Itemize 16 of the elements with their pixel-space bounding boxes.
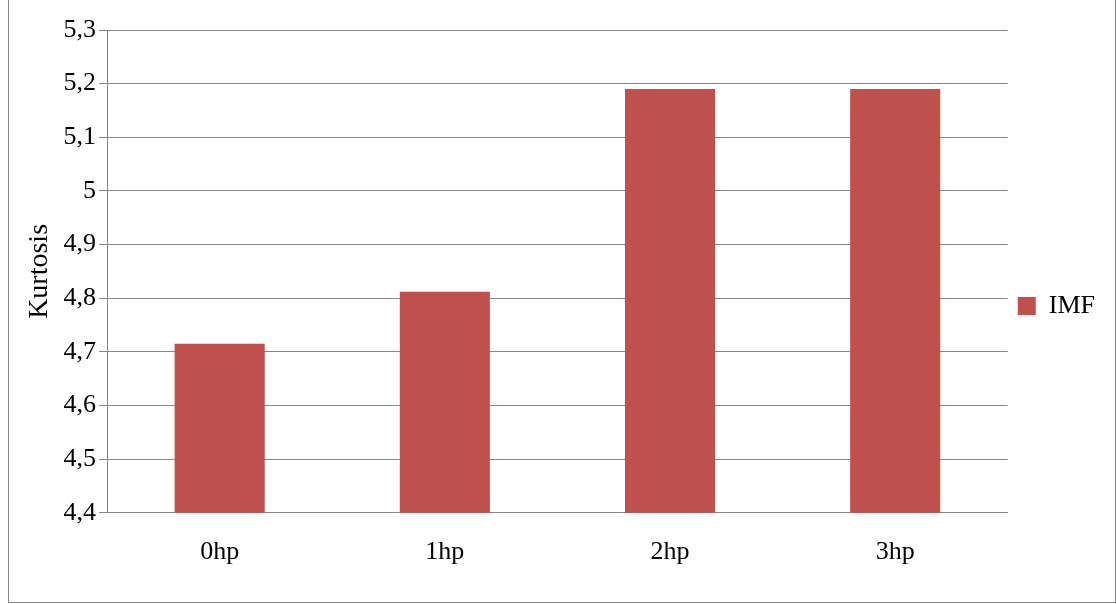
y-tick-label: 4,7: [63, 335, 97, 365]
y-tick-label: 4,8: [63, 282, 97, 312]
y-tick-label: 4,9: [63, 228, 97, 258]
y-tick-label: 5: [83, 174, 97, 204]
y-tick-label: 4,6: [63, 389, 97, 419]
y-tick-label: 4,5: [63, 442, 97, 472]
y-tick-label: 5,2: [63, 67, 97, 97]
y-tick-label: 4,4: [63, 496, 97, 526]
y-tick-label: 5,1: [63, 121, 97, 151]
legend-label: IMF: [1048, 289, 1096, 319]
y-tick-label: 5,3: [63, 13, 97, 43]
y-axis-title: Kurtosis: [22, 223, 54, 319]
x-tick-label: 0hp: [200, 536, 240, 566]
x-tick-label: 2hp: [650, 536, 690, 566]
x-tick-label: 3hp: [875, 536, 915, 566]
x-tick-label: 1hp: [425, 536, 465, 566]
